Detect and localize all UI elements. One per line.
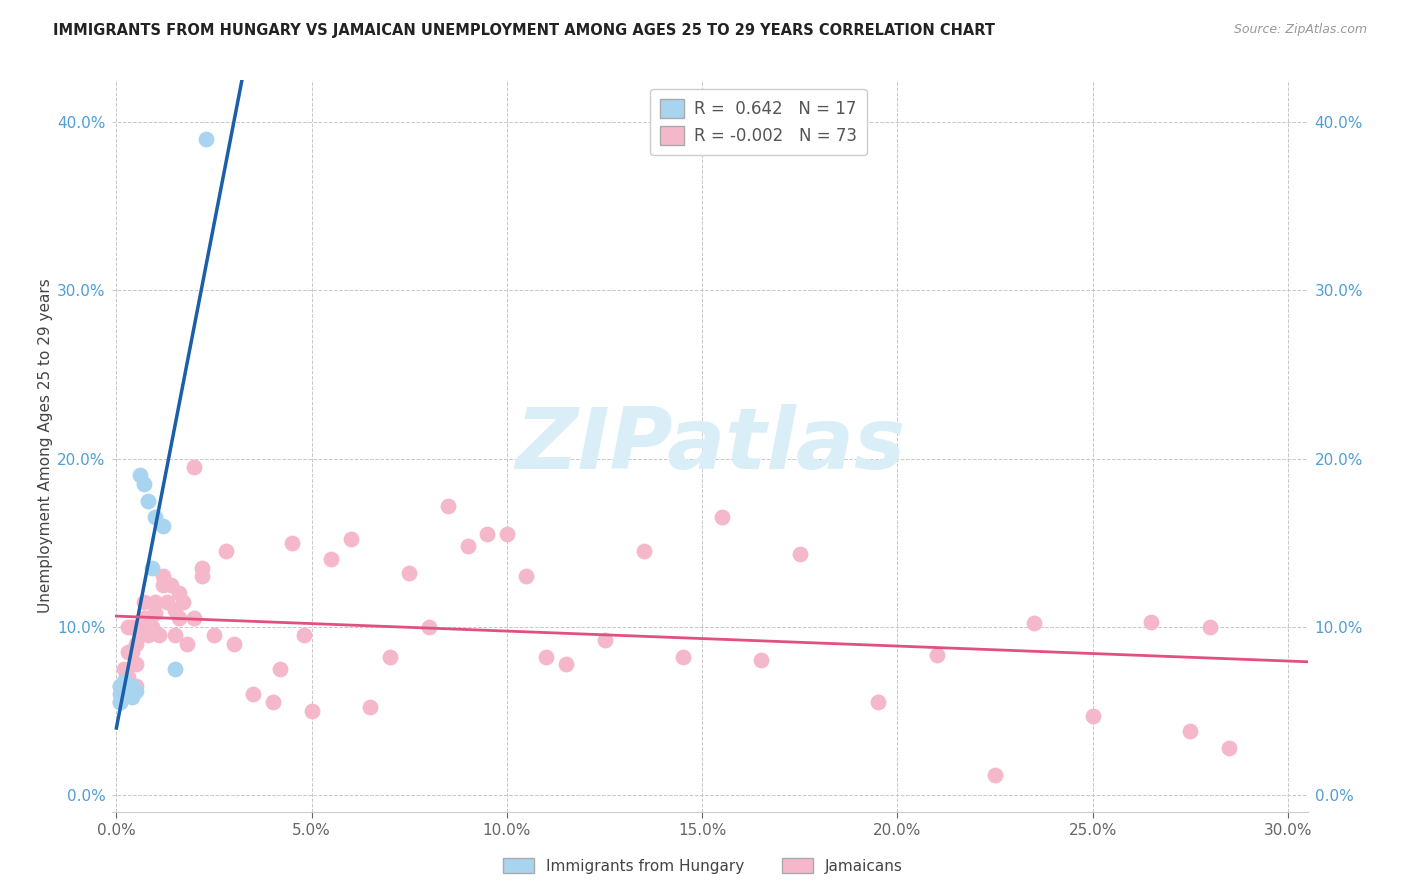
Point <box>633 544 655 558</box>
Point <box>418 620 440 634</box>
Point <box>132 476 155 491</box>
Point <box>132 611 155 625</box>
Point <box>202 628 225 642</box>
Point <box>163 603 186 617</box>
Point <box>789 548 811 562</box>
Point <box>172 594 194 608</box>
Point <box>281 535 304 549</box>
Point <box>121 690 143 705</box>
Point <box>136 628 159 642</box>
Point <box>1180 724 1202 739</box>
Point <box>152 578 174 592</box>
Y-axis label: Unemployment Among Ages 25 to 29 years: Unemployment Among Ages 25 to 29 years <box>38 278 53 614</box>
Point <box>110 695 132 709</box>
Legend: R =  0.642   N = 17, R = -0.002   N = 73: R = 0.642 N = 17, R = -0.002 N = 73 <box>651 88 866 155</box>
Point <box>110 679 132 693</box>
Point <box>121 645 143 659</box>
Point <box>163 628 186 642</box>
Point <box>515 569 537 583</box>
Point <box>183 611 205 625</box>
Point <box>1199 620 1222 634</box>
Point <box>112 681 135 696</box>
Point <box>128 620 150 634</box>
Point <box>301 704 323 718</box>
Point <box>167 586 190 600</box>
Point <box>1140 615 1163 629</box>
Point <box>145 510 167 524</box>
Point <box>195 132 218 146</box>
Point <box>117 687 139 701</box>
Point <box>1024 616 1046 631</box>
Point <box>110 679 132 693</box>
Text: Source: ZipAtlas.com: Source: ZipAtlas.com <box>1233 23 1367 37</box>
Point <box>112 662 135 676</box>
Point <box>262 695 284 709</box>
Text: IMMIGRANTS FROM HUNGARY VS JAMAICAN UNEMPLOYMENT AMONG AGES 25 TO 29 YEARS CORRE: IMMIGRANTS FROM HUNGARY VS JAMAICAN UNEM… <box>53 23 995 38</box>
Point <box>167 611 190 625</box>
Point <box>593 633 616 648</box>
Point <box>141 620 163 634</box>
Point <box>710 510 733 524</box>
Point <box>145 594 167 608</box>
Point <box>554 657 576 671</box>
Point <box>984 768 1007 782</box>
Point <box>125 636 148 650</box>
Point <box>1218 740 1240 755</box>
Point <box>672 650 695 665</box>
Point <box>128 628 150 642</box>
Point <box>183 460 205 475</box>
Point <box>121 620 143 634</box>
Point <box>152 519 174 533</box>
Point <box>132 594 155 608</box>
Point <box>145 607 167 621</box>
Point <box>457 539 479 553</box>
Point <box>321 552 343 566</box>
Point <box>191 561 214 575</box>
Point <box>125 657 148 671</box>
Point <box>156 594 179 608</box>
Point <box>749 653 772 667</box>
Point <box>110 695 132 709</box>
Point <box>112 673 135 688</box>
Point <box>121 679 143 693</box>
Point <box>152 569 174 583</box>
Point <box>398 566 420 580</box>
Point <box>125 683 148 698</box>
Point <box>117 620 139 634</box>
Point <box>496 527 519 541</box>
Text: ZIPatlas: ZIPatlas <box>515 404 905 488</box>
Point <box>269 662 291 676</box>
Point <box>110 687 132 701</box>
Point <box>292 628 315 642</box>
Point <box>117 645 139 659</box>
Point <box>477 527 499 541</box>
Legend: Immigrants from Hungary, Jamaicans: Immigrants from Hungary, Jamaicans <box>496 852 910 880</box>
Point <box>136 493 159 508</box>
Point <box>117 670 139 684</box>
Point <box>148 628 170 642</box>
Point <box>222 636 245 650</box>
Point <box>163 662 186 676</box>
Point <box>191 569 214 583</box>
Point <box>339 533 361 547</box>
Point <box>378 650 401 665</box>
Point <box>215 544 238 558</box>
Point <box>160 578 183 592</box>
Point <box>534 650 557 665</box>
Point <box>141 561 163 575</box>
Point <box>125 679 148 693</box>
Point <box>866 695 889 709</box>
Point <box>136 611 159 625</box>
Point <box>128 468 150 483</box>
Point <box>112 687 135 701</box>
Point <box>1081 709 1104 723</box>
Point <box>176 636 198 650</box>
Point <box>925 648 948 663</box>
Point <box>242 687 264 701</box>
Point <box>359 700 381 714</box>
Point <box>437 499 460 513</box>
